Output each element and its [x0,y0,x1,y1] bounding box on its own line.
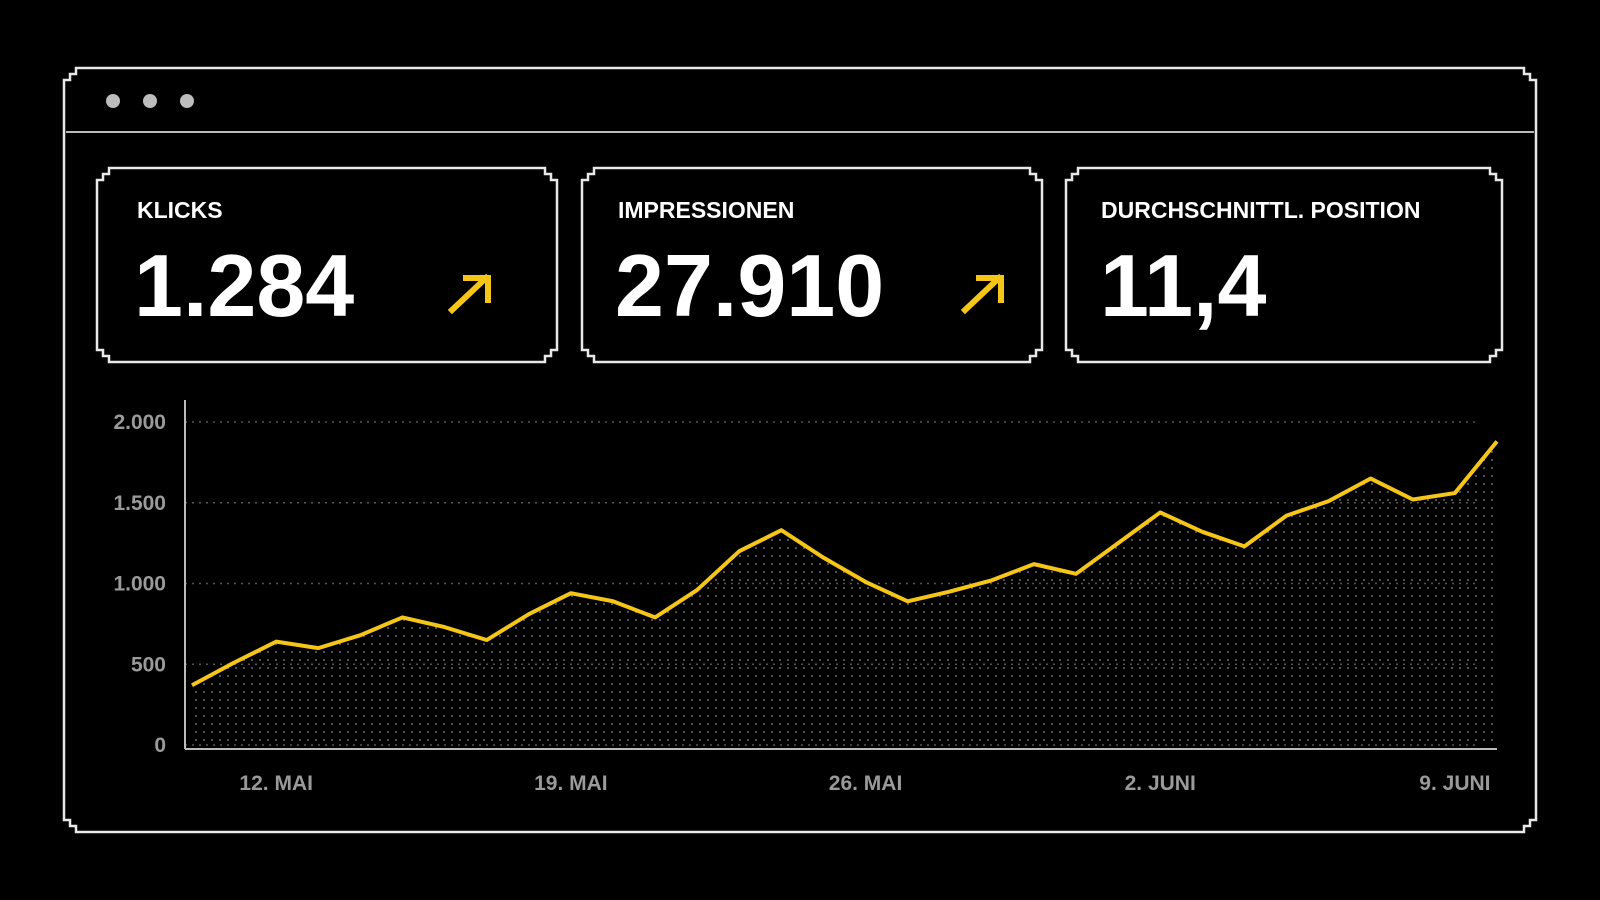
window-dot [106,94,120,108]
kpi-card [95,166,559,364]
frames [62,66,1538,834]
y-tick-label: 1.500 [113,492,166,515]
kpi-value: 1.284 [134,236,354,335]
trend-arrow [960,273,1004,315]
x-tick-label: 19. MAI [534,772,608,795]
y-tick-label: 0 [154,734,166,757]
kpi-label: KLICKS [137,197,223,223]
y-tick-label: 1.000 [113,573,166,596]
y-tick-label: 500 [131,653,166,676]
kpi-card [1064,166,1504,364]
kpi-card [580,166,1044,364]
kpi-value: 27.910 [615,236,884,335]
y-tick-label: 2.000 [113,411,166,434]
line [191,440,1499,688]
x-tick-label: 9. JUNI [1419,772,1490,795]
kpi-label: IMPRESSIONEN [618,197,794,223]
x-tick-label: 26. MAI [829,772,903,795]
window-frame [62,66,1538,834]
x-tick-label: 2. JUNI [1125,772,1196,795]
kpi-value: 11,4 [1100,236,1266,335]
trend-arrow [447,273,491,315]
window-dot [180,94,194,108]
kpi-label: DURCHSCHNITTL. POSITION [1101,197,1420,223]
window-dot [143,94,157,108]
x-tick-label: 12. MAI [239,772,313,795]
